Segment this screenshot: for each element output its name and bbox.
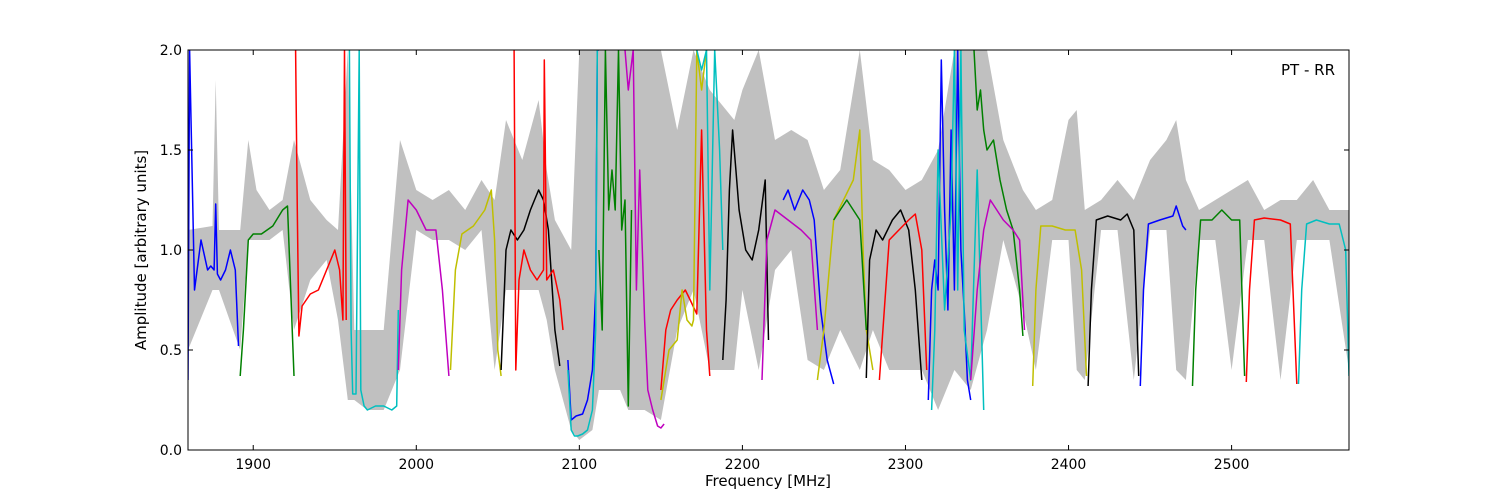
y-tick-label: 0.5 — [160, 343, 182, 359]
series-line-2 — [239, 205, 295, 377]
series-line-14 — [660, 50, 708, 401]
x-tick-label: 2200 — [725, 457, 761, 473]
x-tick-label: 2300 — [888, 457, 924, 473]
y-axis: 0.0 0.5 1.0 1.5 2.0 — [160, 43, 1349, 459]
series-line-12 — [624, 50, 665, 429]
series-line-21 — [865, 209, 923, 381]
plot-area — [188, 50, 1349, 440]
series-line-4 — [348, 50, 400, 411]
series-line-17 — [761, 209, 819, 381]
x-tick-label: 2400 — [1051, 457, 1087, 473]
series-line-6 — [449, 189, 502, 377]
series-line-28 — [1087, 213, 1140, 387]
x-tick-label: 2100 — [562, 457, 598, 473]
envelope-layer — [188, 50, 1349, 440]
series-line-10 — [567, 50, 599, 437]
series-line-18 — [782, 189, 835, 385]
series-line-22 — [878, 213, 928, 381]
series-line-13 — [660, 129, 711, 391]
x-tick-label: 2000 — [398, 457, 434, 473]
series-line-30 — [1191, 209, 1246, 387]
series-line-11 — [598, 50, 633, 407]
series-line-31 — [1245, 217, 1298, 385]
series-line-32 — [1297, 219, 1349, 385]
y-tick-label: 1.0 — [160, 243, 182, 259]
y-axis-label: Amplitude [arbitrary units] — [132, 150, 150, 350]
series-line-20 — [833, 199, 868, 331]
envelope-band — [188, 50, 1349, 440]
y-tick-label: 0.0 — [160, 443, 182, 459]
x-axis: 1900 2000 2100 2200 2300 2400 2500 — [235, 50, 1249, 473]
series-layer — [188, 50, 1349, 437]
series-line-7 — [500, 189, 561, 371]
series-line-8 — [513, 50, 564, 371]
series-line-16 — [722, 129, 770, 361]
series-line-26 — [969, 199, 1026, 381]
chart-annotation: PT - RR — [1281, 61, 1335, 79]
series-line-29 — [1139, 205, 1187, 387]
series-line-25 — [973, 50, 1024, 337]
series-line-24 — [930, 50, 985, 411]
x-tick-label: 2500 — [1214, 457, 1250, 473]
y-tick-label: 1.5 — [160, 143, 182, 159]
series-line-15 — [696, 50, 724, 291]
x-axis-label: Frequency [MHz] — [705, 472, 831, 490]
x-tick-label: 1900 — [235, 457, 271, 473]
series-line-27 — [1031, 225, 1088, 387]
series-line-1 — [188, 50, 240, 381]
series-line-5 — [397, 199, 450, 377]
series-line-3 — [294, 50, 347, 337]
y-tick-label: 2.0 — [160, 43, 182, 59]
